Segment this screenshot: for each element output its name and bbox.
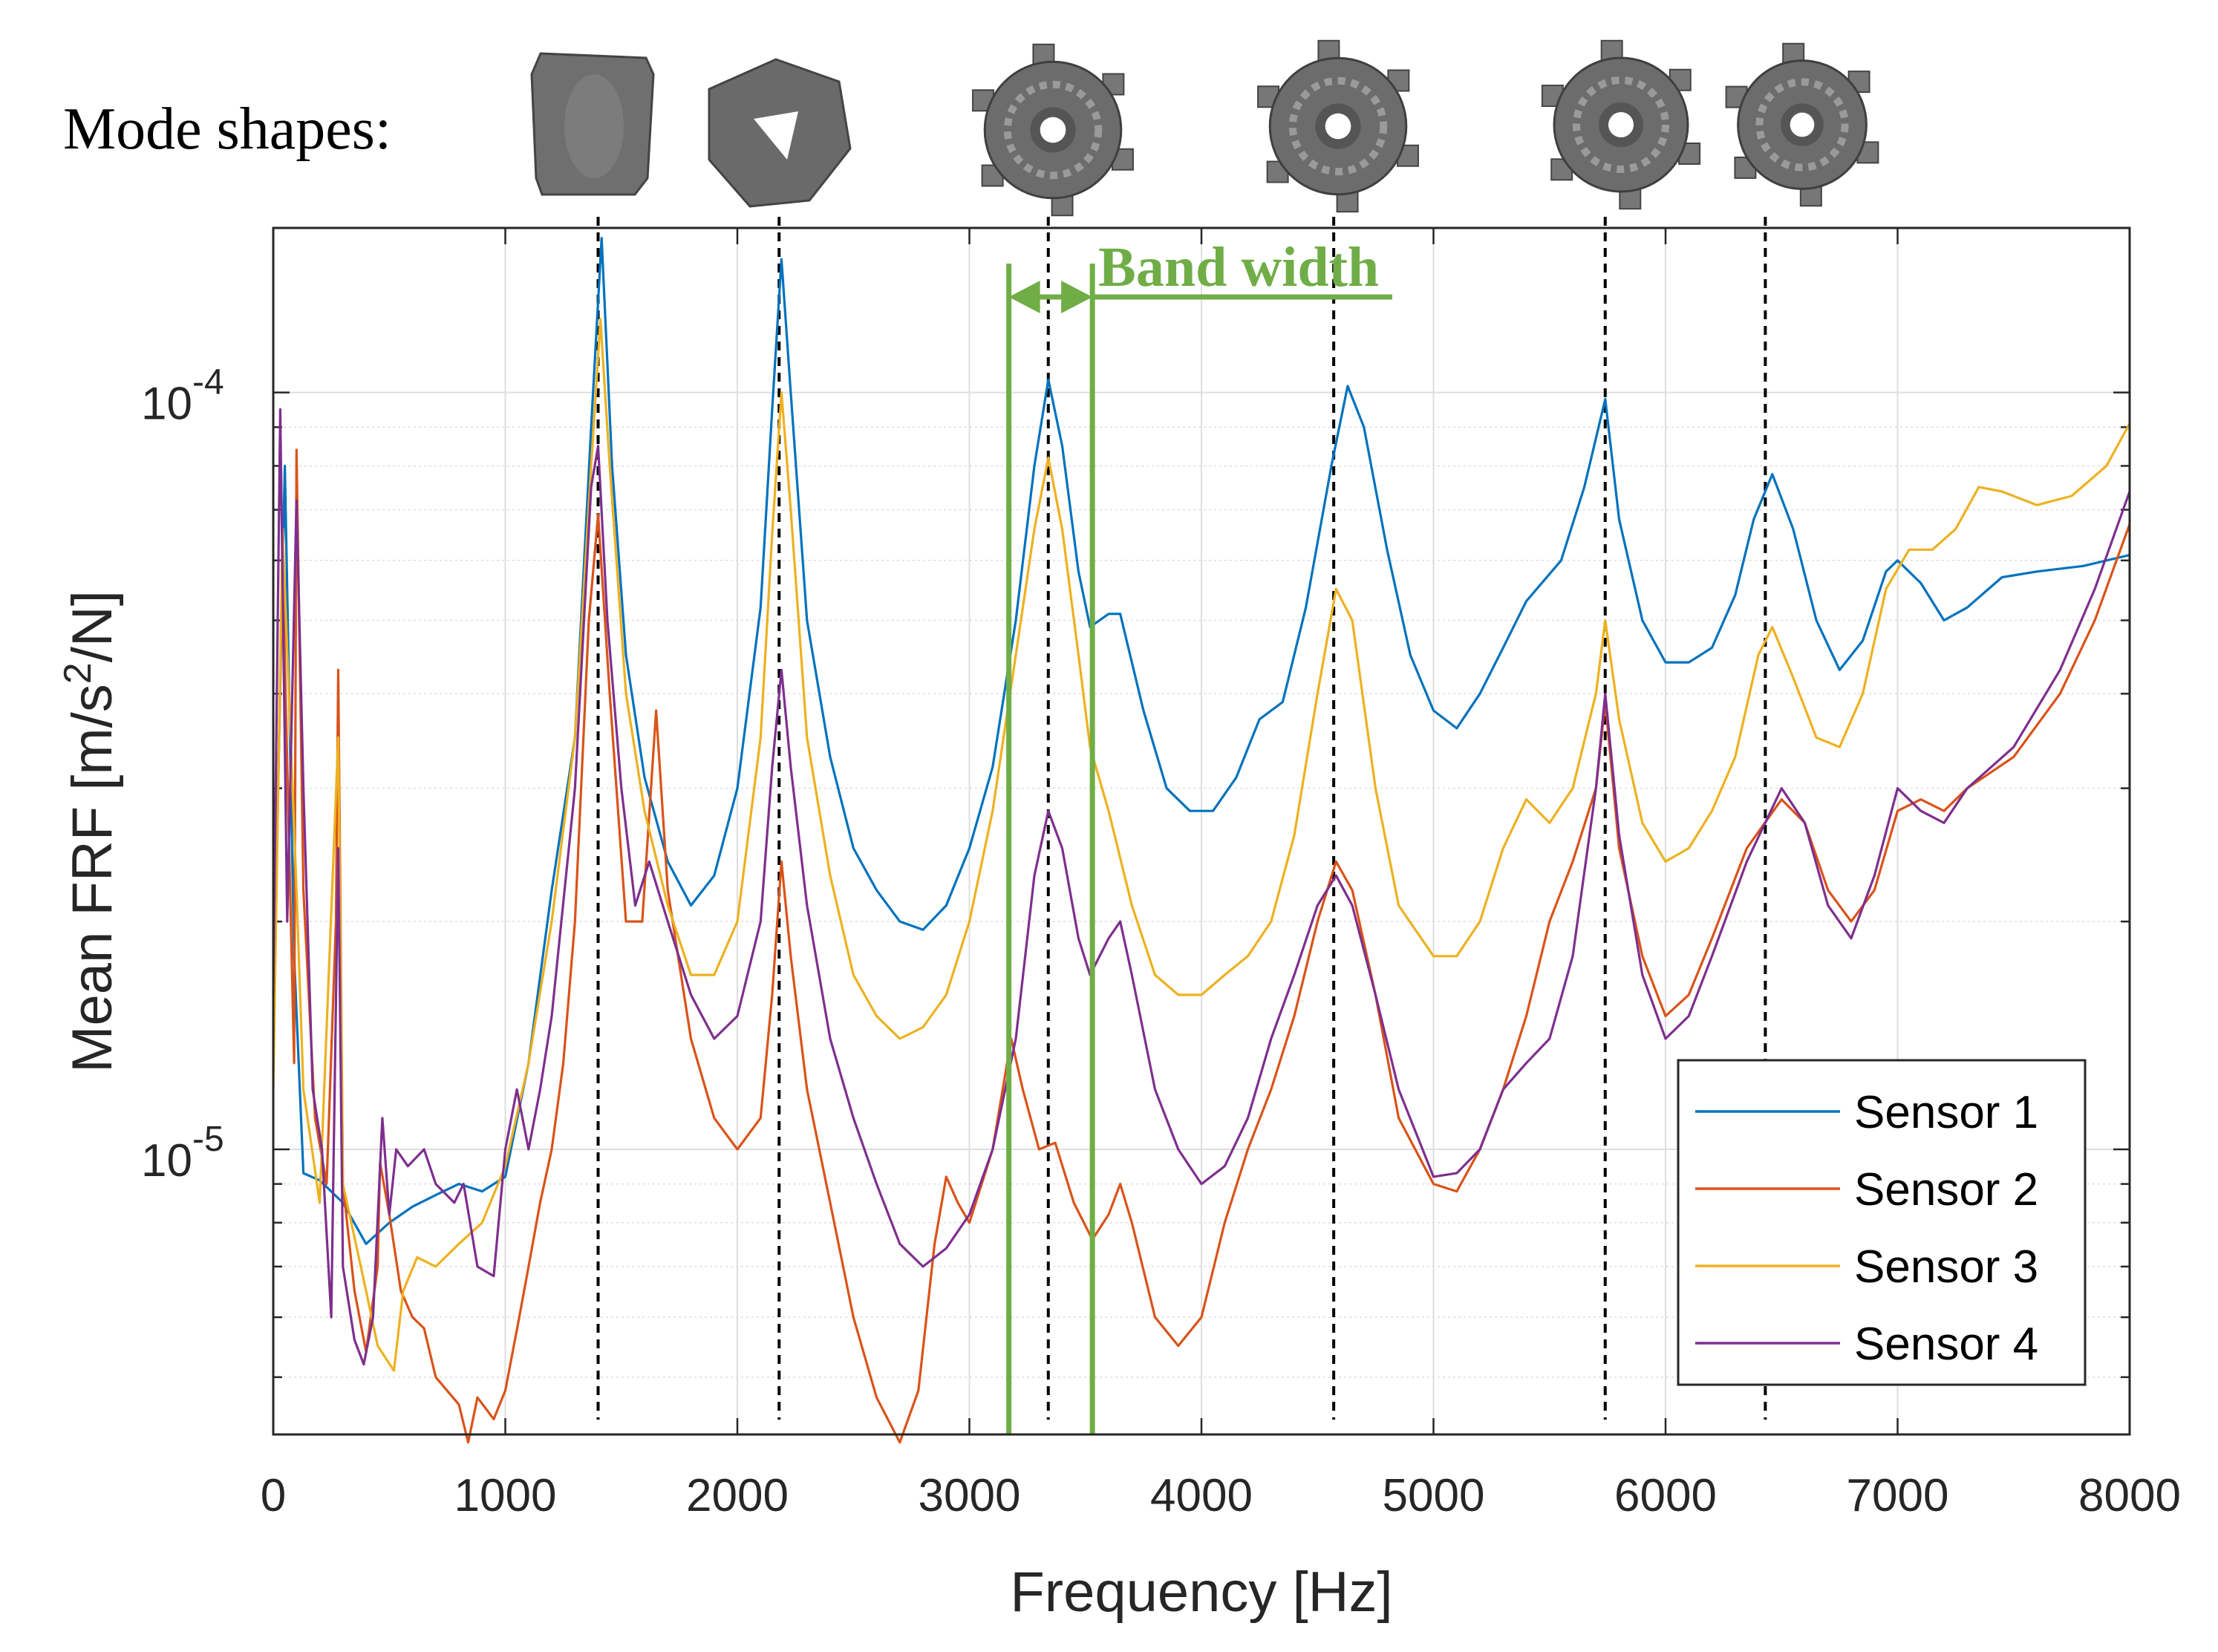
stator-slots	[1573, 76, 1669, 173]
legend-box	[1677, 1059, 2087, 1386]
cylinder-shade	[564, 74, 624, 178]
mode-shape-thumbnail-2	[708, 58, 852, 208]
y-axis-label-tail: /N]	[61, 590, 124, 662]
y-tick-label: 10-5	[141, 1120, 224, 1186]
x-axis-label: Frequency [Hz]	[1010, 1561, 1392, 1624]
legend-label-sensor-3: Sensor 3	[1854, 1241, 2038, 1293]
series-line-sensor-4	[272, 408, 2131, 1366]
x-tick-label: 7000	[1847, 1470, 1949, 1521]
y-tick-exponent: -4	[192, 363, 224, 402]
band-width-label: Band width	[1098, 236, 1379, 298]
y-axis-label-main: Mean FRF [m/s	[61, 684, 124, 1073]
y-tick-base: 10	[141, 1135, 192, 1186]
stator-slots	[1003, 80, 1103, 180]
x-tick-label: 8000	[2078, 1470, 2181, 1521]
x-tick-labels: 0 1000 2000 3000 4000 5000 6000 7000 8000	[261, 1470, 2181, 1521]
x-tick-label: 0	[261, 1470, 286, 1521]
mode-shape-thumbnail-6	[1725, 42, 1879, 207]
x-tick-label: 3000	[919, 1470, 1021, 1521]
stator-bore	[1325, 113, 1351, 140]
series-line-sensor-2	[272, 448, 2131, 1444]
stator-bore	[1040, 117, 1066, 143]
mode-shape-thumbnail-5	[1541, 39, 1701, 210]
band-width-annotation: Band width	[1006, 236, 1392, 1434]
y-tick-labels: 10-410-5	[141, 363, 224, 1186]
mode-shape-images	[530, 39, 1879, 217]
x-tick-label: 6000	[1614, 1470, 1717, 1521]
legend: Sensor 1 Sensor 2 Sensor 3 Sensor 4	[1677, 1059, 2087, 1386]
x-tick-label: 4000	[1150, 1470, 1253, 1521]
y-axis-label: Mean FRF [m/s2/N]	[56, 590, 124, 1073]
x-tick-label: 2000	[686, 1470, 789, 1521]
y-tick-exponent: -5	[192, 1120, 224, 1159]
plot-frame	[272, 226, 2131, 1436]
x-tick-label: 1000	[454, 1470, 557, 1521]
mode-shape-thumbnail-4	[1257, 39, 1419, 213]
stator-slots	[1755, 78, 1849, 172]
x-tick-label: 5000	[1383, 1470, 1485, 1521]
y-axis-label-sup: 2	[56, 662, 100, 684]
legend-label-sensor-4: Sensor 4	[1854, 1319, 2038, 1370]
mode-shape-thumbnail-1	[530, 52, 655, 196]
legend-label-sensor-1: Sensor 1	[1854, 1087, 2038, 1138]
mode-shapes-label: Mode shapes:	[63, 97, 391, 162]
stator-bore	[1790, 112, 1815, 137]
series-line-sensor-3	[272, 318, 2131, 1372]
band-arrow-head-left	[1008, 281, 1040, 313]
triangular-hole	[754, 111, 798, 160]
stator-slots	[1288, 76, 1388, 176]
band-arrow-head-right	[1061, 281, 1093, 313]
y-tick-base: 10	[141, 379, 192, 430]
series-line-sensor-1	[272, 237, 2130, 1245]
stator-tab	[981, 164, 1004, 187]
legend-label-sensor-2: Sensor 2	[1854, 1164, 2038, 1215]
mode-shape-thumbnail-3	[972, 43, 1134, 217]
series-lines	[272, 237, 2131, 1444]
y-tick-label: 10-4	[141, 363, 224, 430]
stator-bore	[1608, 112, 1634, 137]
